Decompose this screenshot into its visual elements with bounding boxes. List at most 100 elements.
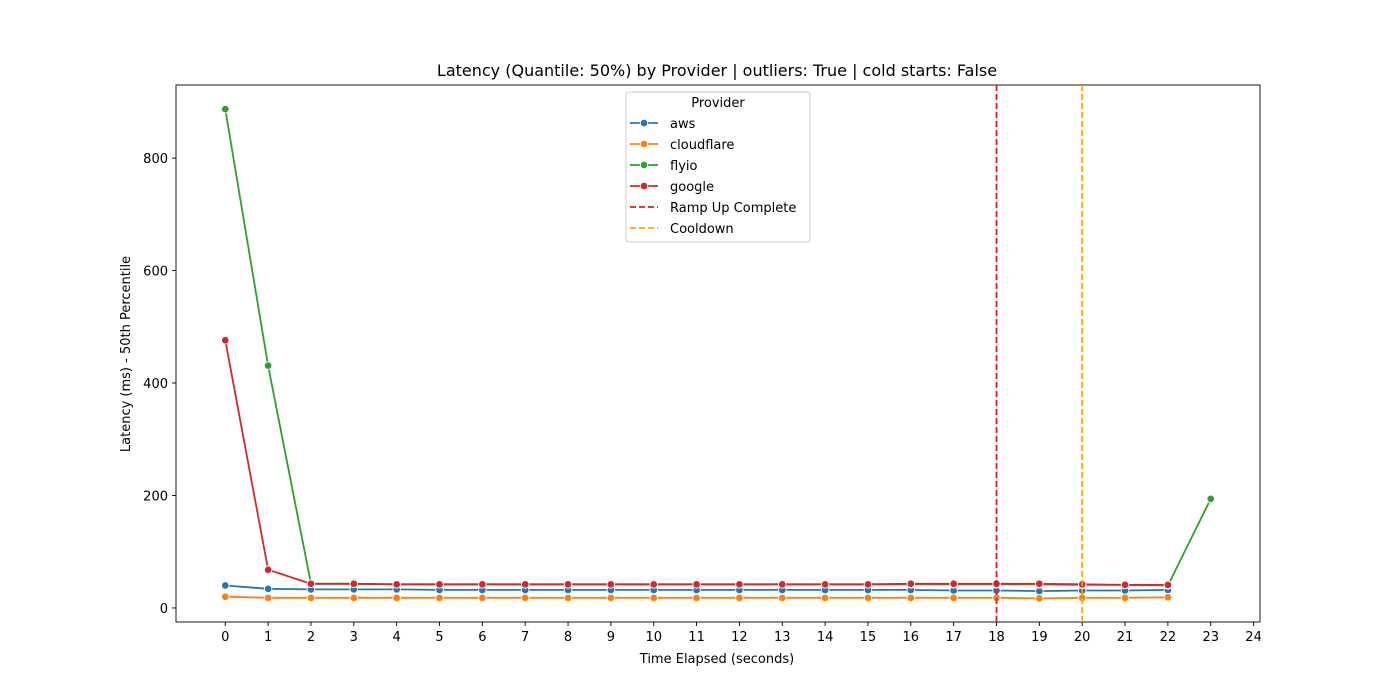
data-point-google: [520, 580, 530, 589]
legend-marker: [639, 139, 649, 149]
data-point-google: [735, 580, 744, 589]
series-google: [221, 336, 1173, 590]
x-tick-label: 19: [1031, 630, 1048, 645]
x-tick-label: 21: [1117, 630, 1134, 645]
data-point-google: [263, 565, 273, 574]
x-tick-label: 22: [1160, 630, 1177, 645]
legend-marker: [639, 181, 649, 191]
plot-area: [175, 84, 1261, 623]
legend-marker: [639, 160, 649, 170]
legend-label: flyio: [670, 159, 697, 174]
data-point-google: [349, 579, 359, 589]
x-axis: 0 1 2 3 4 5 6 7 8 9 10 11 12 13 14 15 16 17 18 19 20 21 22 23 24: [221, 622, 1262, 645]
x-tick-label: 6: [478, 630, 486, 645]
x-tick-label: 11: [688, 630, 705, 645]
x-tick-label: 4: [393, 630, 401, 645]
x-tick-label: 20: [1074, 630, 1091, 645]
data-point-cloudflare: [435, 593, 444, 603]
data-point-flyio: [263, 361, 273, 370]
data-point-google: [478, 580, 487, 589]
legend-title: Provider: [691, 96, 745, 111]
y-tick-label: 600: [143, 265, 168, 280]
legend-item-flyio: flyio: [630, 159, 697, 174]
x-tick-label: 24: [1245, 630, 1262, 645]
data-point-cloudflare: [520, 593, 530, 603]
data-point-google: [692, 580, 701, 589]
data-point-cloudflare: [735, 593, 744, 603]
data-point-flyio: [1206, 494, 1215, 504]
data-point-google: [306, 579, 316, 589]
y-axis: 0 200 400 600 800: [143, 152, 176, 617]
x-axis-label: Time Elapsed (seconds): [639, 652, 794, 667]
data-point-google: [820, 580, 830, 589]
legend-item-google: google: [630, 180, 714, 195]
legend-label: cloudflare: [670, 138, 734, 153]
x-tick-label: 10: [645, 630, 662, 645]
data-point-google: [778, 580, 787, 589]
x-tick-label: 23: [1202, 630, 1219, 645]
legend-label: google: [670, 180, 714, 195]
legend-marker: [639, 118, 649, 128]
data-point-cloudflare: [820, 593, 830, 603]
x-tick-label: 3: [350, 630, 358, 645]
data-point-cloudflare: [349, 593, 359, 603]
data-point-cloudflare: [692, 593, 701, 603]
x-tick-label: 17: [945, 630, 962, 645]
data-point-google: [863, 580, 873, 589]
data-point-cloudflare: [263, 593, 273, 603]
plot-frame: [175, 84, 1261, 623]
data-point-google: [435, 580, 444, 589]
data-point-flyio: [221, 104, 230, 114]
data-point-google: [392, 580, 401, 589]
data-point-cloudflare: [906, 593, 916, 603]
x-tick-label: 5: [435, 630, 443, 645]
x-tick-label: 0: [221, 630, 229, 645]
y-tick-label: 800: [143, 152, 168, 167]
legend-item-cloudflare: cloudflare: [630, 138, 734, 153]
data-point-cloudflare: [863, 593, 873, 603]
legend-label: Ramp Up Complete: [670, 201, 796, 216]
data-point-google: [1035, 579, 1044, 589]
data-point-google: [606, 580, 616, 589]
data-point-google: [906, 579, 916, 589]
data-point-cloudflare: [478, 593, 487, 603]
data-point-google: [1120, 580, 1130, 590]
x-tick-label: 1: [264, 630, 272, 645]
x-tick-label: 8: [564, 630, 572, 645]
data-point-cloudflare: [563, 593, 573, 603]
legend-item-cooldown: Cooldown: [630, 222, 734, 237]
x-tick-label: 14: [817, 630, 834, 645]
data-point-cloudflare: [1163, 593, 1173, 602]
legend: Provider aws cloudflare flyio google Ramp Up …: [625, 91, 811, 243]
x-tick-label: 2: [307, 630, 315, 645]
data-point-aws: [263, 584, 273, 594]
x-tick-label: 16: [903, 630, 920, 645]
legend-item-ramp-up-complete: Ramp Up Complete: [630, 201, 796, 216]
x-tick-label: 7: [521, 630, 529, 645]
x-tick-label: 18: [988, 630, 1005, 645]
chart-title: Latency (Quantile: 50%) by Provider | ou…: [437, 61, 997, 80]
data-point-google: [949, 579, 958, 589]
y-tick-label: 200: [143, 489, 168, 504]
data-point-cloudflare: [1035, 594, 1044, 603]
data-point-cloudflare: [221, 592, 230, 601]
y-axis-label: Latency (ms) - 50th Percentile: [119, 256, 134, 452]
y-tick-label: 0: [160, 602, 168, 617]
x-tick-label: 13: [774, 630, 791, 645]
data-point-aws: [221, 581, 230, 590]
data-point-cloudflare: [1120, 593, 1130, 603]
legend-box: [625, 91, 811, 243]
x-tick-label: 15: [860, 630, 877, 645]
series-cloudflare: [221, 592, 1173, 603]
legend-label: aws: [670, 117, 696, 132]
legend-label: Cooldown: [670, 222, 734, 237]
data-point-cloudflare: [649, 593, 658, 603]
data-point-cloudflare: [392, 593, 401, 603]
data-point-google: [1163, 580, 1173, 590]
x-tick-label: 9: [607, 630, 615, 645]
series-line-google: [224, 340, 1168, 586]
legend-item-aws: aws: [630, 117, 696, 132]
data-point-cloudflare: [778, 593, 787, 603]
x-tick-label: 12: [731, 630, 748, 645]
